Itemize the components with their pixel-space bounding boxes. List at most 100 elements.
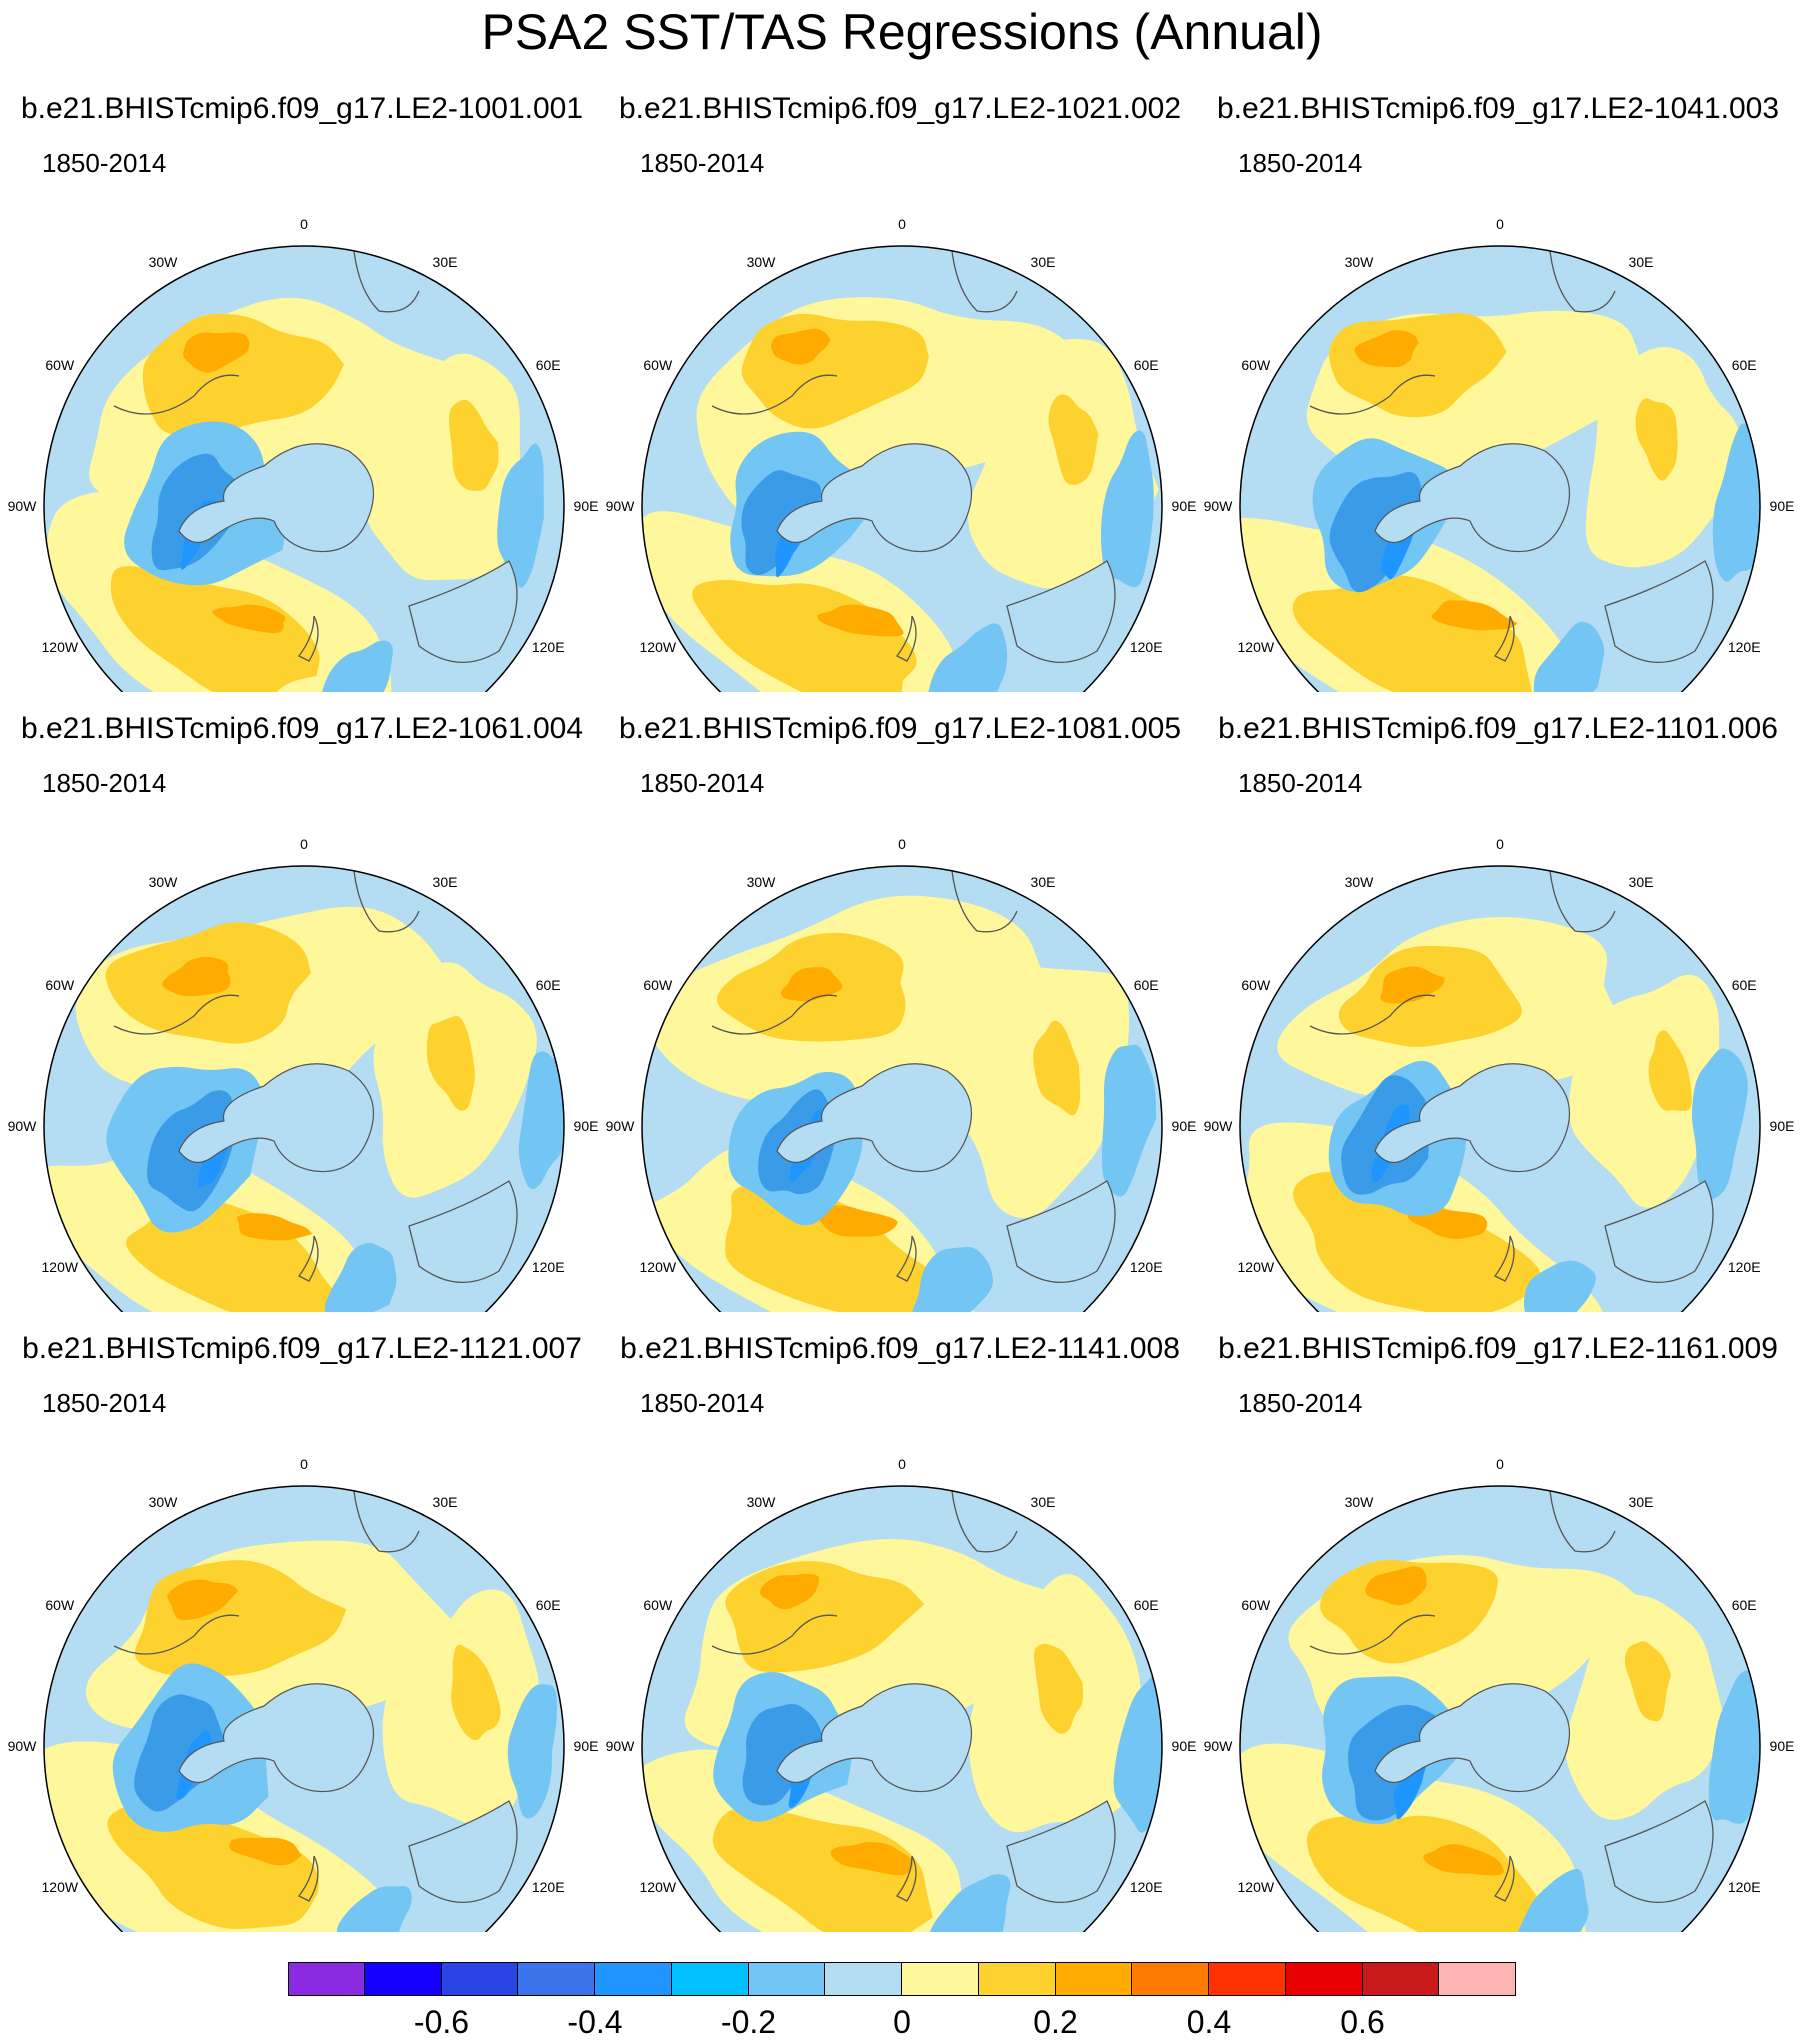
colorbar-tick-label: 0.4 (1186, 2004, 1232, 2040)
panel-run-label: b.e21.BHISTcmip6.f09_g17.LE2-1141.008 (620, 1332, 1180, 1365)
contour-pos-mid-atlantic (1338, 945, 1523, 1047)
contour-pos-mid-pacific (1293, 1171, 1541, 1312)
contour-neg-weak-tasman (320, 640, 393, 692)
map-border (1239, 1485, 1761, 1932)
africa-coastline (353, 1490, 420, 1553)
longitude-label: 60W (1241, 977, 1271, 993)
new-zealand-coastline (298, 615, 319, 662)
panel-period-label: 1850-2014 (1238, 768, 1363, 798)
contour-pos-mid-indian (451, 1644, 501, 1741)
contour-neg-weak-tasman (911, 1246, 993, 1312)
antarctica-coastline (178, 1683, 375, 1793)
map-border (641, 245, 1163, 692)
longitude-label: 120W (640, 1879, 677, 1895)
contour-pos-mid-indian (1648, 1030, 1692, 1111)
australia-coastline (1604, 560, 1714, 663)
panel-period-label: 1850-2014 (640, 768, 765, 798)
longitude-label: 30W (1345, 254, 1375, 270)
contour-pos-mid-indian (1624, 1641, 1671, 1722)
longitude-label: 120E (1728, 1259, 1761, 1275)
longitude-label: 90W (606, 1118, 636, 1134)
longitude-label: 60E (536, 977, 561, 993)
africa-coastline (353, 870, 420, 933)
longitude-label: 30E (433, 1494, 458, 1510)
contour-neg-weak-tasman (1516, 1868, 1589, 1932)
contour-neg-weak-eastflank (1102, 1044, 1157, 1197)
map-panel: b.e21.BHISTcmip6.f09_g17.LE2-1001.001 185… (2, 92, 602, 692)
longitude-label: 120E (1130, 1259, 1163, 1275)
panel-run-label: b.e21.BHISTcmip6.f09_g17.LE2-1061.004 (20, 712, 584, 745)
contour-neg-mid-amundsen (742, 1704, 823, 1806)
colorbar-swatch (978, 1962, 1056, 1996)
longitude-label: 60E (1134, 1597, 1159, 1613)
colorbar-tick-label: -0.2 (720, 2004, 777, 2040)
contour-pos-strong-pacific (212, 604, 286, 634)
longitude-label: 60W (45, 357, 75, 373)
contour-neg-weak-eastflank (1691, 1048, 1748, 1200)
longitude-label: 0 (898, 216, 906, 232)
longitude-label: 30E (433, 254, 458, 270)
contour-neg-weak-eastflank (497, 443, 544, 588)
longitude-label: 60W (643, 357, 673, 373)
australia-coastline (408, 560, 518, 663)
contour-pos-mid-atlantic (1320, 1559, 1499, 1664)
new-zealand-coastline (896, 615, 917, 662)
map-panel: b.e21.BHISTcmip6.f09_g17.LE2-1141.008 185… (600, 1332, 1200, 1932)
longitude-label: 90W (1204, 1738, 1234, 1754)
contour-pos-weak-indian (1568, 974, 1721, 1208)
colorbar-swatch (1362, 1962, 1440, 1996)
africa-coastline (951, 870, 1018, 933)
africa-coastline (1549, 870, 1616, 933)
contour-pos-weak-indian (951, 965, 1130, 1219)
panel-run-label: b.e21.BHISTcmip6.f09_g17.LE2-1001.001 (20, 92, 584, 125)
contour-pos-strong-atlantic (167, 1579, 239, 1621)
new-zealand-coastline (1494, 1235, 1515, 1282)
contour-pos-mid-indian (426, 1015, 475, 1111)
longitude-label: 90E (574, 1118, 599, 1134)
longitude-label: 30W (747, 1494, 777, 1510)
longitude-label: 120W (640, 639, 677, 655)
map-panel: b.e21.BHISTcmip6.f09_g17.LE2-1161.009 185… (1198, 1332, 1798, 1932)
contour-neg-weak-eastflank (1712, 423, 1760, 582)
longitude-label: 90E (1172, 1738, 1197, 1754)
polar-map: 030E60E90E120E150E180150W120W90W60W30W (1204, 1456, 1794, 1932)
longitude-label: 60E (1134, 357, 1159, 373)
longitude-label: 30E (1031, 254, 1056, 270)
longitude-label: 90W (606, 498, 636, 514)
map-border (43, 245, 565, 692)
contour-neg-weak-eastflank (518, 1051, 564, 1190)
colorbar-swatch (595, 1962, 672, 1996)
south-america-coastline (1309, 374, 1436, 415)
colorbar-swatch (1439, 1962, 1516, 1996)
contour-neg-weak-tasman (928, 623, 1008, 692)
map-border (43, 865, 565, 1312)
panel-run-label: b.e21.BHISTcmip6.f09_g17.LE2-1081.005 (618, 712, 1182, 745)
longitude-label: 0 (300, 1456, 308, 1472)
panel-period-label: 1850-2014 (1238, 1388, 1363, 1418)
longitude-label: 120E (1728, 1879, 1761, 1895)
polar-map: 030E60E90E120E150E180150W120W90W60W30W (1204, 216, 1794, 692)
new-zealand-coastline (896, 1855, 917, 1902)
polar-map: 030E60E90E120E150E180150W120W90W60W30W (1204, 836, 1795, 1312)
south-america-coastline (113, 994, 240, 1035)
new-zealand-coastline (1494, 615, 1515, 662)
longitude-label: 60E (536, 1597, 561, 1613)
panel-period-label: 1850-2014 (1238, 148, 1363, 178)
longitude-label: 0 (300, 216, 308, 232)
longitude-label: 120W (1238, 1879, 1275, 1895)
longitude-label: 0 (1496, 1456, 1504, 1472)
longitude-label: 30W (747, 254, 777, 270)
longitude-label: 30E (1629, 254, 1654, 270)
longitude-label: 60W (643, 977, 673, 993)
colorbar-swatch (288, 1962, 365, 1996)
contour-pos-strong-pacific (817, 604, 904, 637)
contour-pos-mid-pacific (712, 1807, 933, 1932)
colorbar: -0.6 -0.4 -0.2 0 0.2 0.4 0.6 (288, 1962, 1516, 2042)
map-panel: b.e21.BHISTcmip6.f09_g17.LE2-1121.007 185… (2, 1332, 602, 1932)
africa-coastline (951, 250, 1018, 313)
antarctica-coastline (776, 1063, 973, 1173)
contour-pos-strong-pacific (812, 1205, 898, 1237)
panel-run-label: b.e21.BHISTcmip6.f09_g17.LE2-1121.007 (22, 1332, 582, 1365)
longitude-label: 90E (1770, 1118, 1795, 1134)
contour-pos-strong-pacific (830, 1842, 914, 1876)
